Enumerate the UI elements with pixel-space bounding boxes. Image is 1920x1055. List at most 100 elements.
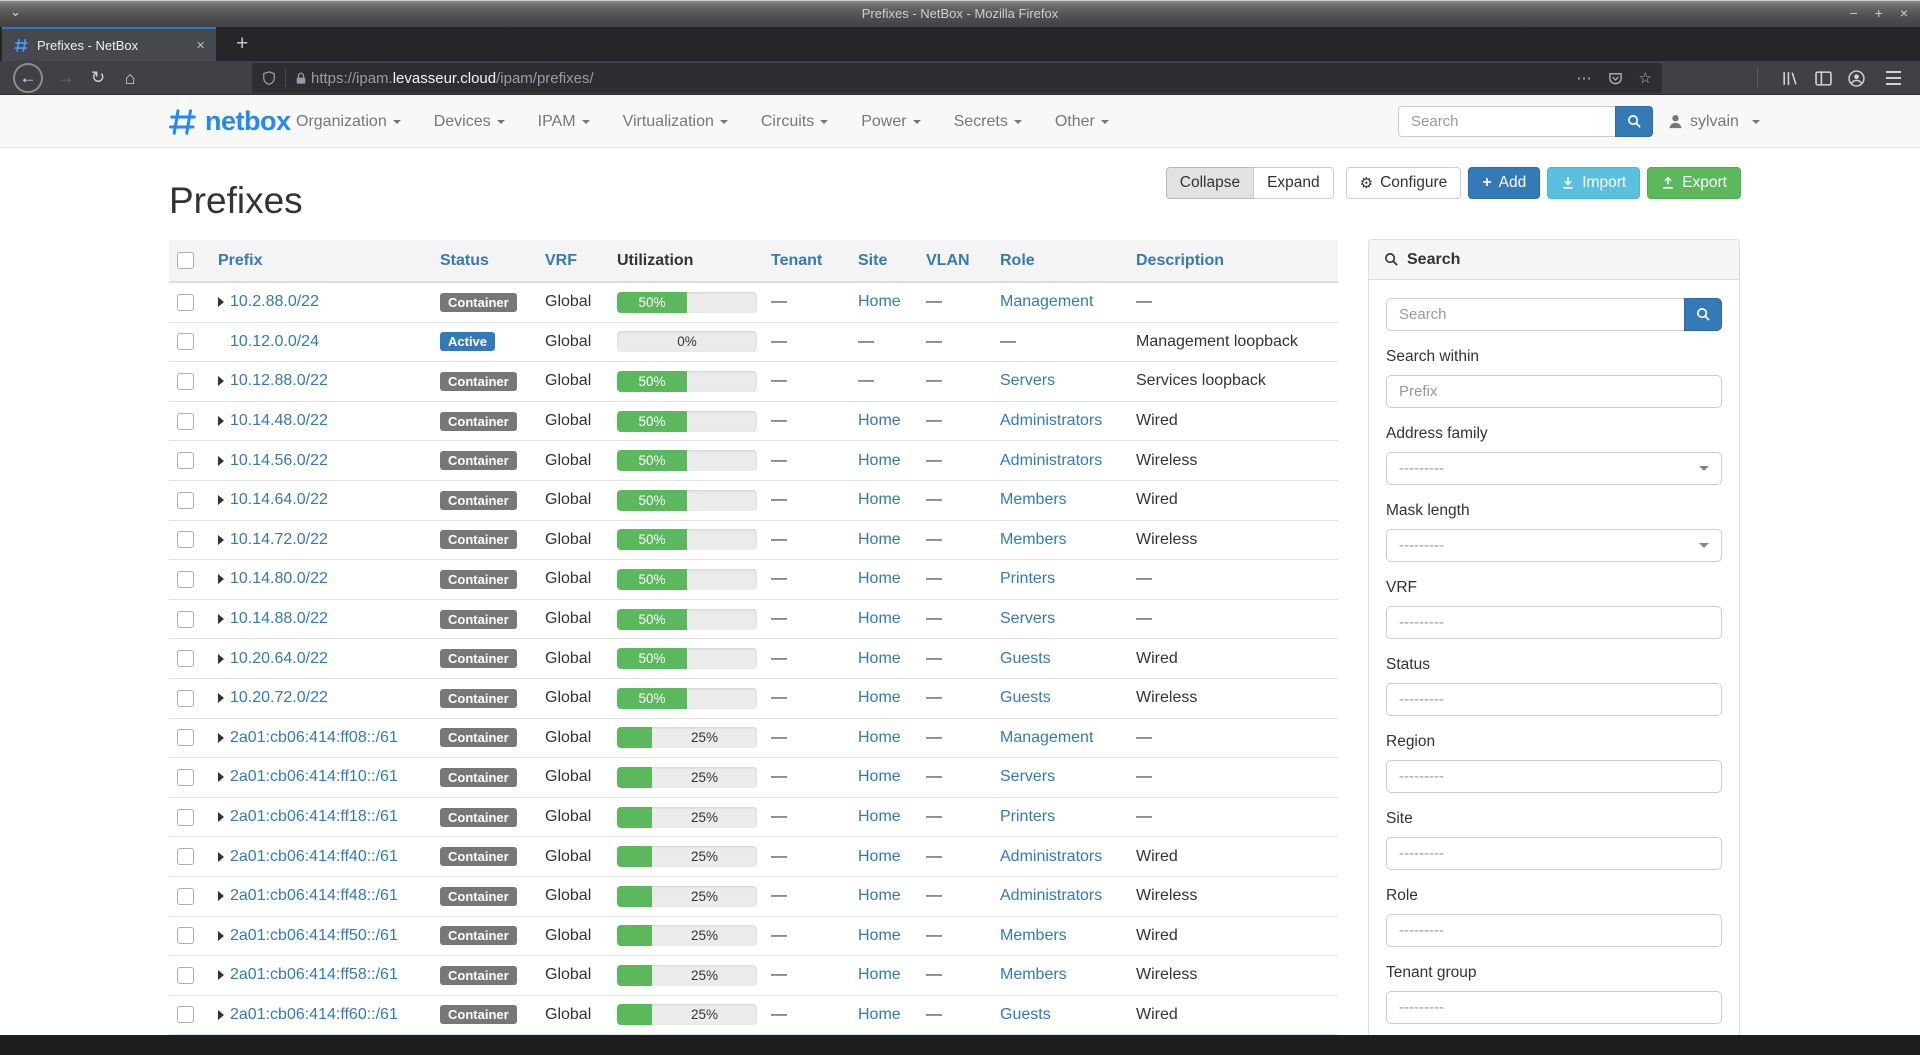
- navbar-search-input[interactable]: [1398, 106, 1615, 137]
- lock-icon[interactable]: [295, 71, 307, 86]
- expand-caret-icon[interactable]: [218, 1009, 224, 1020]
- expand-caret-icon[interactable]: [218, 376, 224, 387]
- prefix-link[interactable]: 2a01:cb06:414:ff10::/61: [230, 768, 398, 786]
- expand-caret-icon[interactable]: [218, 653, 224, 664]
- row-checkbox[interactable]: [177, 848, 194, 866]
- pocket-save-icon[interactable]: [1608, 71, 1623, 86]
- row-checkbox[interactable]: [177, 768, 194, 786]
- prefix-link[interactable]: 2a01:cb06:414:ff18::/61: [230, 808, 398, 826]
- site-link[interactable]: Home: [858, 412, 901, 430]
- close-window-button[interactable]: ×: [1899, 5, 1908, 21]
- role-link[interactable]: Management: [1000, 728, 1094, 746]
- site-link[interactable]: Home: [858, 1005, 901, 1023]
- navbar-item-circuits[interactable]: Circuits: [761, 113, 829, 131]
- forward-button[interactable]: →: [57, 68, 75, 87]
- expand-caret-icon[interactable]: [218, 693, 224, 704]
- site-link[interactable]: Home: [858, 926, 901, 944]
- filter-input-address-family[interactable]: [1386, 452, 1722, 485]
- prefix-link[interactable]: 10.20.64.0/22: [230, 649, 328, 667]
- site-link[interactable]: Home: [858, 649, 901, 667]
- site-link[interactable]: Home: [858, 808, 901, 826]
- user-menu[interactable]: sylvain: [1668, 95, 1760, 148]
- navbar-item-power[interactable]: Power: [861, 113, 921, 131]
- row-checkbox[interactable]: [177, 372, 194, 390]
- row-checkbox[interactable]: [177, 887, 194, 905]
- navbar-search-button[interactable]: [1615, 106, 1653, 137]
- expand-caret-icon[interactable]: [218, 732, 224, 743]
- site-link[interactable]: Home: [858, 293, 901, 311]
- prefix-link[interactable]: 10.14.88.0/22: [230, 610, 328, 628]
- browser-tab[interactable]: Prefixes - NetBox ×: [2, 27, 216, 61]
- expand-caret-icon[interactable]: [218, 812, 224, 823]
- filter-input-vrf[interactable]: [1386, 606, 1722, 639]
- row-checkbox[interactable]: [177, 570, 194, 588]
- expand-caret-icon[interactable]: [218, 614, 224, 625]
- column-sort-link[interactable]: Role: [1000, 251, 1035, 269]
- prefix-link[interactable]: 2a01:cb06:414:ff48::/61: [230, 887, 398, 905]
- bookmark-star-icon[interactable]: ☆: [1638, 70, 1652, 87]
- role-link[interactable]: Servers: [1000, 372, 1056, 390]
- expand-caret-icon[interactable]: [218, 574, 224, 585]
- filter-search-input[interactable]: [1386, 298, 1684, 331]
- maximize-button[interactable]: +: [1874, 5, 1883, 21]
- column-sort-link[interactable]: VRF: [545, 251, 577, 269]
- site-link[interactable]: Home: [858, 966, 901, 984]
- filter-input-site[interactable]: [1386, 837, 1722, 870]
- sidebars-icon[interactable]: [1810, 61, 1836, 95]
- expand-caret-icon[interactable]: [218, 297, 224, 308]
- role-link[interactable]: Members: [1000, 491, 1067, 509]
- row-checkbox[interactable]: [177, 293, 194, 311]
- role-link[interactable]: Management: [1000, 293, 1094, 311]
- expand-caret-icon[interactable]: [218, 851, 224, 862]
- row-checkbox[interactable]: [177, 927, 194, 945]
- expand-caret-icon[interactable]: [218, 930, 224, 941]
- import-button[interactable]: Import: [1547, 167, 1641, 199]
- navbar-item-other[interactable]: Other: [1055, 113, 1109, 131]
- prefix-link[interactable]: 10.14.64.0/22: [230, 491, 328, 509]
- row-checkbox[interactable]: [177, 531, 194, 549]
- menu-icon[interactable]: [1880, 61, 1906, 95]
- collapse-button[interactable]: Collapse: [1165, 167, 1255, 199]
- expand-caret-icon[interactable]: [218, 772, 224, 783]
- column-sort-link[interactable]: Prefix: [218, 251, 263, 269]
- navbar-item-devices[interactable]: Devices: [434, 113, 505, 131]
- site-link[interactable]: Home: [858, 570, 901, 588]
- back-button[interactable]: ←: [13, 63, 43, 93]
- row-checkbox[interactable]: [177, 412, 194, 430]
- expand-button[interactable]: Expand: [1253, 167, 1334, 199]
- expand-caret-icon[interactable]: [218, 495, 224, 506]
- row-checkbox[interactable]: [177, 610, 194, 628]
- role-link[interactable]: Servers: [1000, 610, 1056, 628]
- expand-caret-icon[interactable]: [218, 970, 224, 981]
- filter-input-mask-length[interactable]: [1386, 529, 1722, 562]
- prefix-link[interactable]: 10.12.88.0/22: [230, 372, 328, 390]
- configure-button[interactable]: ⚙ Configure: [1345, 167, 1462, 199]
- column-sort-link[interactable]: Description: [1136, 251, 1225, 269]
- prefix-link[interactable]: 2a01:cb06:414:ff50::/61: [230, 926, 398, 944]
- expand-caret-icon[interactable]: [218, 534, 224, 545]
- role-link[interactable]: Servers: [1000, 768, 1056, 786]
- account-icon[interactable]: [1843, 61, 1869, 95]
- role-link[interactable]: Members: [1000, 966, 1067, 984]
- row-checkbox[interactable]: [177, 491, 194, 509]
- column-sort-link[interactable]: Status: [440, 251, 489, 269]
- prefix-link[interactable]: 10.14.72.0/22: [230, 530, 328, 548]
- role-link[interactable]: Administrators: [1000, 412, 1103, 430]
- row-checkbox[interactable]: [177, 808, 194, 826]
- prefix-link[interactable]: 10.14.48.0/22: [230, 412, 328, 430]
- site-link[interactable]: Home: [858, 768, 901, 786]
- tracking-shield-icon[interactable]: [262, 70, 276, 86]
- expand-caret-icon[interactable]: [218, 891, 224, 902]
- filter-input-region[interactable]: [1386, 760, 1722, 793]
- role-link[interactable]: Printers: [1000, 808, 1056, 826]
- row-checkbox[interactable]: [177, 966, 194, 984]
- library-icon[interactable]: [1776, 61, 1802, 95]
- navbar-item-virtualization[interactable]: Virtualization: [623, 113, 728, 131]
- filter-input-role[interactable]: [1386, 914, 1722, 947]
- filter-search-button[interactable]: [1684, 298, 1722, 331]
- site-link[interactable]: Home: [858, 689, 901, 707]
- prefix-link[interactable]: 2a01:cb06:414:ff58::/61: [230, 966, 398, 984]
- prefix-link[interactable]: 2a01:cb06:414:ff60::/61: [230, 1005, 398, 1023]
- expand-caret-icon[interactable]: [218, 455, 224, 466]
- reload-button[interactable]: ↻: [90, 68, 106, 87]
